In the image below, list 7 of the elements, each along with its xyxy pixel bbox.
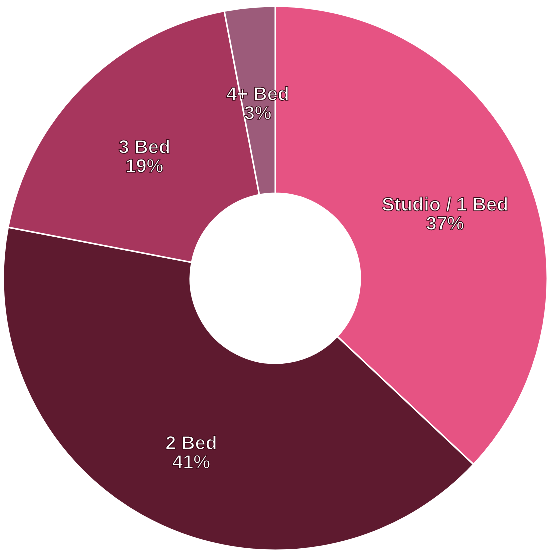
data-label: 37% — [426, 214, 464, 236]
slice-label: 3 Bed — [118, 138, 171, 159]
data-label: 19% — [126, 156, 164, 178]
data-label: 3% — [244, 103, 272, 124]
data-label: 41% — [172, 452, 211, 474]
slice-label: Studio / 1 Bed — [382, 195, 509, 216]
slice-label: 2 Bed — [166, 433, 218, 454]
